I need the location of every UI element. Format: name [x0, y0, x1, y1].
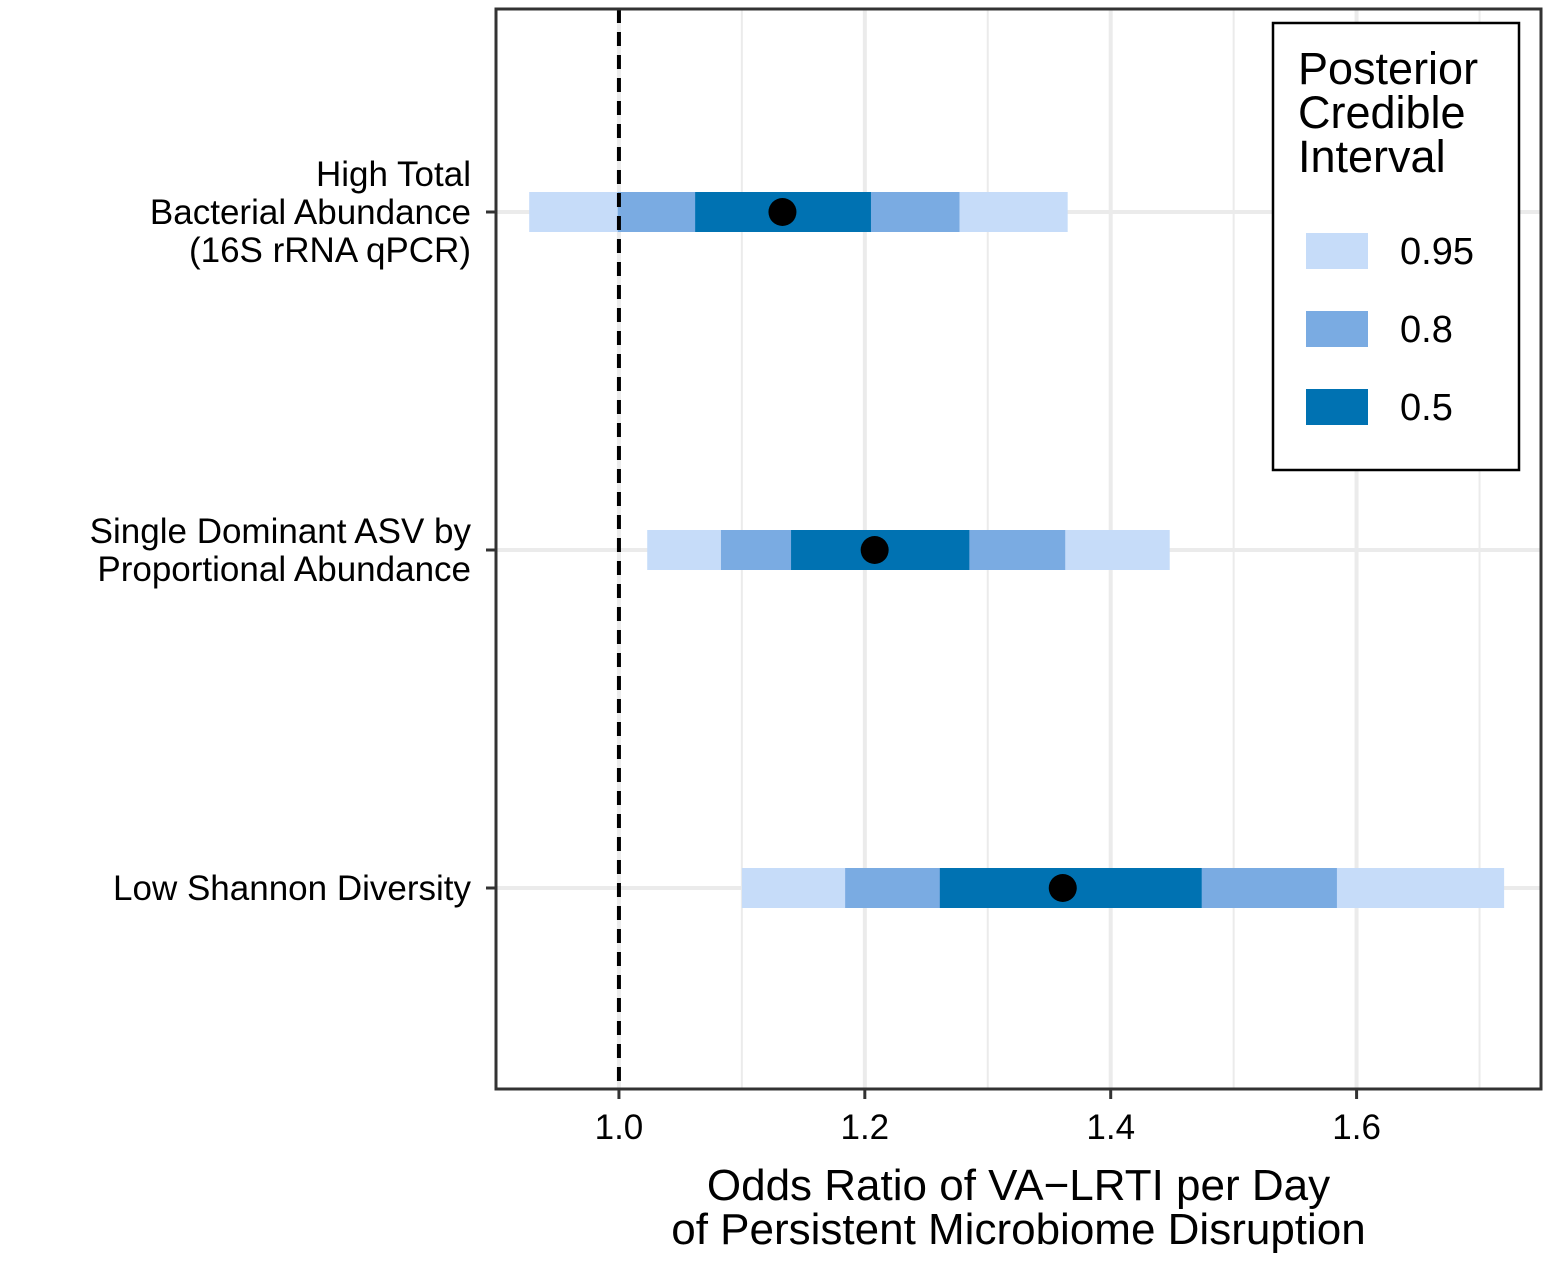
y-category-label: High Total: [316, 155, 471, 194]
legend-swatch: [1306, 233, 1368, 269]
median-point: [860, 536, 889, 564]
x-axis-title: Odds Ratio of VA−LRTI per Day: [707, 1161, 1330, 1210]
y-category-label: Proportional Abundance: [97, 550, 471, 589]
y-category-label: Single Dominant ASV by: [90, 512, 472, 551]
x-tick-label: 1.0: [595, 1108, 644, 1147]
x-tick-label: 1.4: [1086, 1108, 1135, 1147]
legend-title: Posterior: [1298, 43, 1478, 94]
legend-title: Credible: [1298, 87, 1466, 138]
legend-title: Interval: [1298, 131, 1446, 182]
y-category-label: Bacterial Abundance: [150, 193, 471, 232]
legend-label: 0.8: [1400, 309, 1453, 351]
legend-swatch: [1306, 311, 1368, 347]
x-tick-label: 1.2: [840, 1108, 889, 1147]
y-category-label: Low Shannon Diversity: [113, 869, 471, 908]
legend-label: 0.5: [1400, 387, 1453, 429]
legend-swatch: [1306, 389, 1368, 425]
median-point: [768, 198, 797, 226]
legend-label: 0.95: [1400, 231, 1474, 273]
median-point: [1048, 874, 1077, 902]
x-axis-title: of Persistent Microbiome Disruption: [671, 1205, 1365, 1254]
y-category-label: (16S rRNA qPCR): [189, 231, 471, 270]
point-layer: [768, 198, 1077, 902]
x-tick-label: 1.6: [1332, 1108, 1381, 1147]
